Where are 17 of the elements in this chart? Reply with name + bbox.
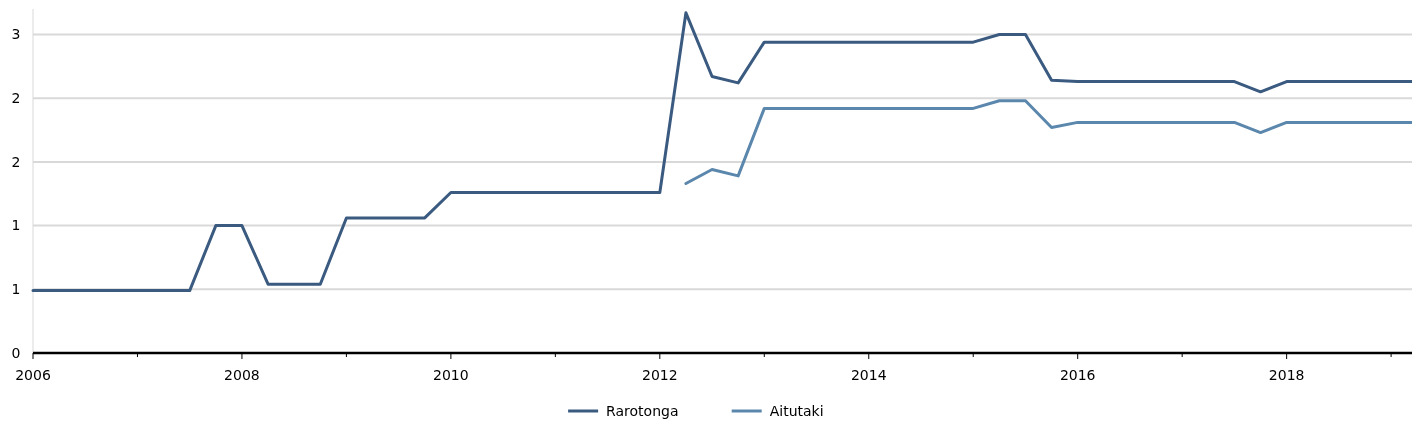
legend-label: Aitutaki (769, 403, 824, 419)
y-tick-label: 1 (11, 217, 21, 234)
y-tick-label: 3 (11, 26, 21, 43)
x-tick-label: 2018 (1268, 367, 1305, 383)
x-tick-label: 2008 (224, 367, 260, 383)
x-tick-label: 2010 (433, 367, 469, 383)
x-tick-label: 2014 (850, 367, 887, 383)
line-series (684, 99, 1412, 186)
y-tick-label: 2 (11, 90, 21, 107)
legend-label: Rarotonga (606, 403, 679, 419)
y-tick-label: 0 (11, 344, 21, 361)
line-series (31, 11, 1412, 293)
y-tick-label: 2 (11, 153, 21, 170)
y-tick-label: 1 (11, 281, 21, 298)
x-tick-label: 2016 (1059, 367, 1096, 383)
x-tick-label: 2012 (642, 367, 678, 383)
x-tick-label: 2006 (15, 367, 51, 383)
